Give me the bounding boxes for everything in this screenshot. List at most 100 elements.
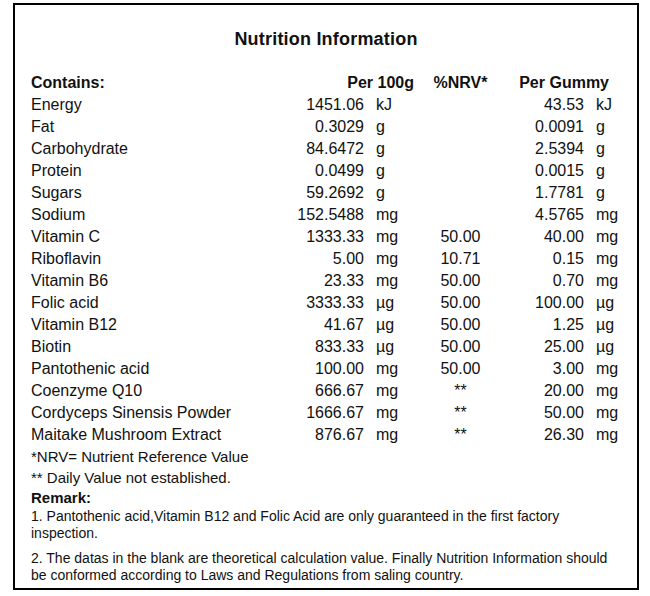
nutrient-name: Vitamin B6	[31, 270, 277, 292]
remark-item: 1. Pantothenic acid,Vitamin B12 and Foli…	[31, 508, 621, 542]
table-row: Riboflavin5.00mg10.710.15mg	[31, 248, 621, 270]
per-gummy-value: 100.00	[507, 292, 584, 314]
table-row: Sodium152.5488mg4.5765mg	[31, 204, 621, 226]
nutrient-name: Sodium	[31, 204, 277, 226]
per-100g-unit: mg	[364, 204, 414, 226]
table-row: Energy1451.06kJ43.53kJ	[31, 94, 621, 116]
per-gummy-unit: mg	[584, 358, 621, 380]
nutrition-label-page: Nutrition Information Contains: Per 100g…	[0, 0, 650, 596]
daily-value-footnote: ** Daily Value not established.	[31, 467, 621, 488]
per-gummy-unit: mg	[584, 248, 621, 270]
per-100g-value: 1333.33	[277, 226, 364, 248]
per-100g-unit: mg	[364, 402, 414, 424]
per-gummy-unit: µg	[584, 292, 621, 314]
nutrient-name: Riboflavin	[31, 248, 277, 270]
per-gummy-unit: mg	[584, 226, 621, 248]
per-gummy-value: 43.53	[507, 94, 584, 116]
per-gummy-unit: g	[584, 116, 621, 138]
per-gummy-value: 4.5765	[507, 204, 584, 226]
per-100g-unit: µg	[364, 292, 414, 314]
nutrient-name: Biotin	[31, 336, 277, 358]
per-100g-value: 5.00	[277, 248, 364, 270]
per-100g-value: 876.67	[277, 424, 364, 446]
nutrient-name: Cordyceps Sinensis Powder	[31, 402, 277, 424]
nrv-value	[414, 160, 507, 182]
per-gummy-value: 2.5394	[507, 138, 584, 160]
per-100g-unit: mg	[364, 226, 414, 248]
per-100g-unit: g	[364, 182, 414, 204]
nrv-value	[414, 138, 507, 160]
per-gummy-value: 1.7781	[507, 182, 584, 204]
column-header-per-gummy: Per Gummy	[507, 72, 621, 94]
per-100g-value: 666.67	[277, 380, 364, 402]
per-100g-value: 84.6472	[277, 138, 364, 160]
per-100g-unit: g	[364, 138, 414, 160]
nrv-value: 50.00	[414, 336, 507, 358]
per-100g-value: 23.33	[277, 270, 364, 292]
nutrient-name: Pantothenic acid	[31, 358, 277, 380]
nutrient-name: Energy	[31, 94, 277, 116]
remark-heading: Remark:	[31, 488, 621, 508]
table-row: Sugars59.2692g1.7781g	[31, 182, 621, 204]
per-100g-value: 1666.67	[277, 402, 364, 424]
per-100g-value: 59.2692	[277, 182, 364, 204]
per-100g-unit: mg	[364, 358, 414, 380]
per-gummy-unit: mg	[584, 204, 621, 226]
nrv-value: **	[414, 402, 507, 424]
table-row: Maitake Mushroom Extract876.67mg**26.30m…	[31, 424, 621, 446]
per-100g-value: 0.3029	[277, 116, 364, 138]
nrv-value	[414, 204, 507, 226]
per-100g-unit: g	[364, 160, 414, 182]
per-gummy-value: 25.00	[507, 336, 584, 358]
per-gummy-value: 1.25	[507, 314, 584, 336]
per-100g-unit: mg	[364, 270, 414, 292]
per-gummy-unit: µg	[584, 314, 621, 336]
per-gummy-value: 0.15	[507, 248, 584, 270]
per-100g-unit: µg	[364, 336, 414, 358]
nrv-value: **	[414, 380, 507, 402]
column-header-per-100g: Per 100g	[277, 72, 414, 94]
per-gummy-value: 0.0015	[507, 160, 584, 182]
table-row: Pantothenic acid100.00mg50.003.00mg	[31, 358, 621, 380]
table-body: Energy1451.06kJ43.53kJFat0.3029g0.0091gC…	[31, 94, 621, 446]
table-row: Vitamin C1333.33mg50.0040.00mg	[31, 226, 621, 248]
per-100g-value: 0.0499	[277, 160, 364, 182]
nrv-value	[414, 182, 507, 204]
table-row: Protein0.0499g0.0015g	[31, 160, 621, 182]
page-title: Nutrition Information	[31, 29, 621, 50]
table-row: Vitamin B623.33mg50.000.70mg	[31, 270, 621, 292]
per-gummy-unit: mg	[584, 380, 621, 402]
table-row: Fat0.3029g0.0091g	[31, 116, 621, 138]
per-gummy-value: 20.00	[507, 380, 584, 402]
nutrient-name: Carbohydrate	[31, 138, 277, 160]
per-100g-value: 833.33	[277, 336, 364, 358]
nrv-value: 10.71	[414, 248, 507, 270]
remark-list: 1. Pantothenic acid,Vitamin B12 and Foli…	[31, 508, 621, 584]
per-100g-unit: mg	[364, 248, 414, 270]
nrv-value: 50.00	[414, 226, 507, 248]
per-100g-value: 3333.33	[277, 292, 364, 314]
per-100g-unit: g	[364, 116, 414, 138]
column-header-contains: Contains:	[31, 72, 277, 94]
table-row: Vitamin B1241.67µg50.001.25µg	[31, 314, 621, 336]
per-gummy-value: 26.30	[507, 424, 584, 446]
per-100g-unit: kJ	[364, 94, 414, 116]
nutrient-name: Protein	[31, 160, 277, 182]
nutrition-card: Nutrition Information Contains: Per 100g…	[13, 3, 639, 590]
per-gummy-value: 40.00	[507, 226, 584, 248]
nutrient-name: Vitamin B12	[31, 314, 277, 336]
per-gummy-unit: g	[584, 160, 621, 182]
nutrient-name: Maitake Mushroom Extract	[31, 424, 277, 446]
nutrient-name: Vitamin C	[31, 226, 277, 248]
table-row: Coenzyme Q10666.67mg**20.00mg	[31, 380, 621, 402]
per-gummy-unit: g	[584, 138, 621, 160]
nutrition-table: Contains: Per 100g %NRV* Per Gummy Energ…	[31, 72, 621, 446]
per-100g-unit: mg	[364, 424, 414, 446]
nrv-value	[414, 94, 507, 116]
per-100g-value: 1451.06	[277, 94, 364, 116]
per-gummy-unit: mg	[584, 424, 621, 446]
per-gummy-value: 50.00	[507, 402, 584, 424]
per-100g-unit: µg	[364, 314, 414, 336]
per-gummy-value: 0.0091	[507, 116, 584, 138]
table-header-row: Contains: Per 100g %NRV* Per Gummy	[31, 72, 621, 94]
